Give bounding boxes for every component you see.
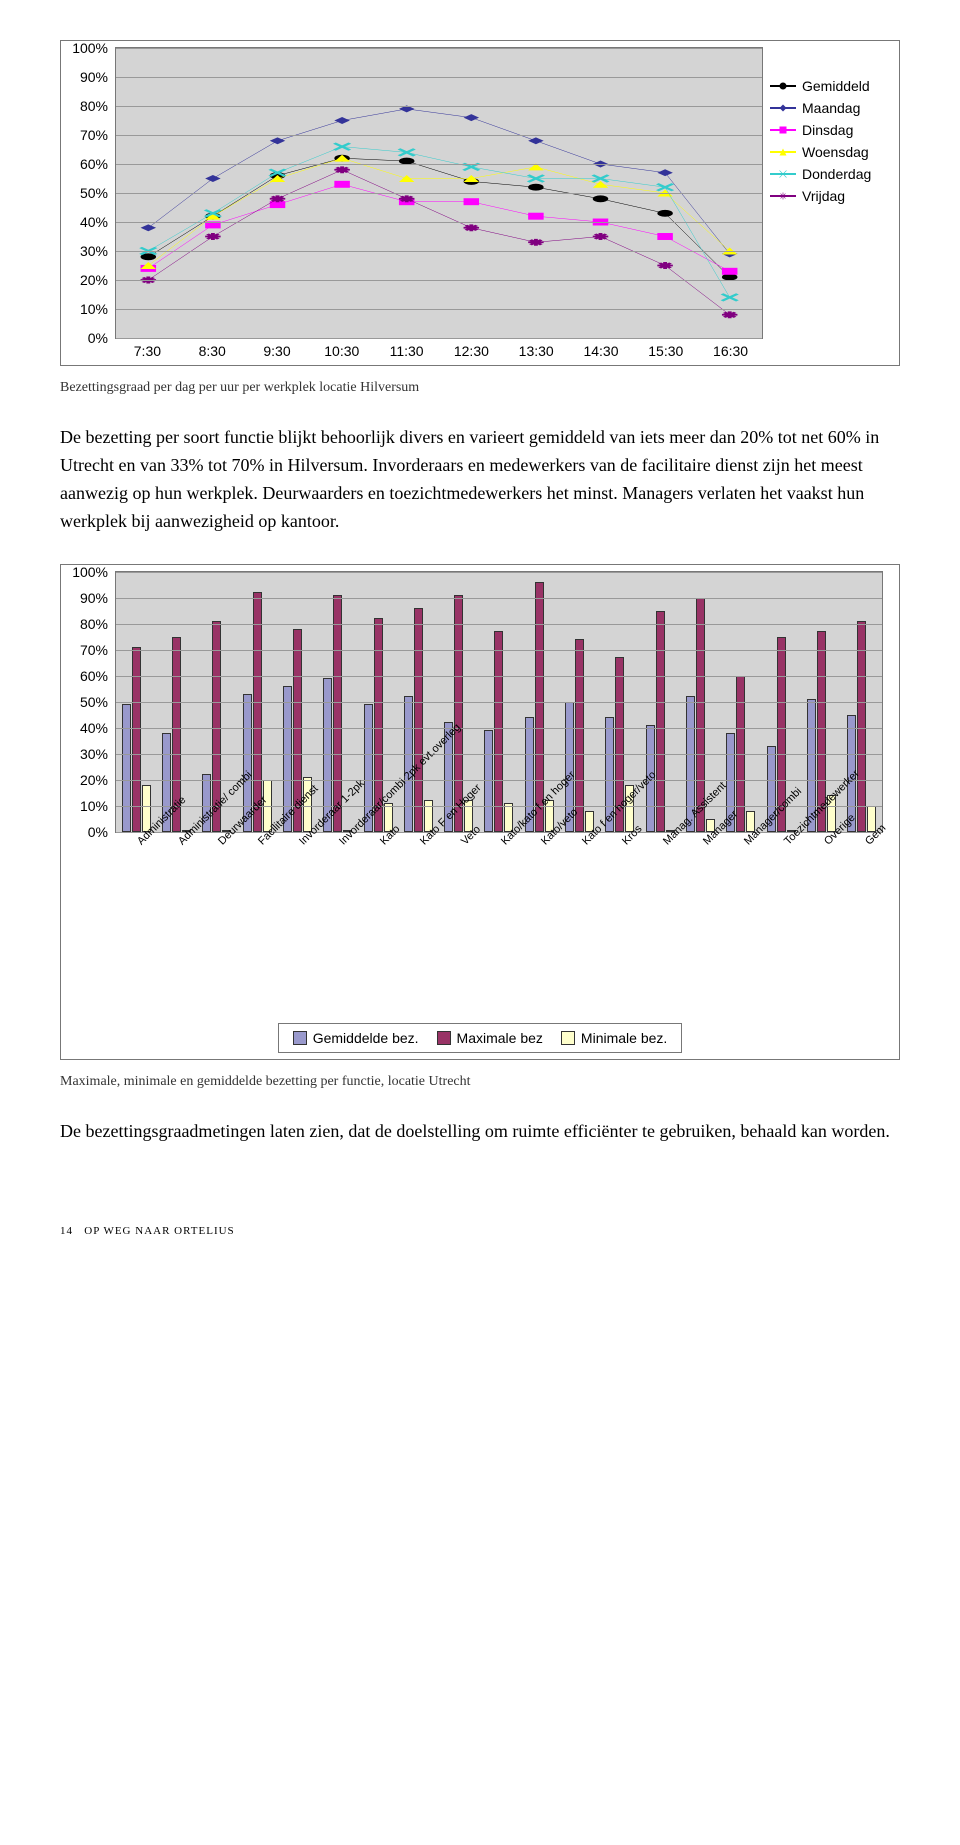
y-axis-label: 0% bbox=[88, 330, 108, 346]
legend-item: Minimale bez. bbox=[561, 1030, 667, 1046]
y-axis-label: 0% bbox=[88, 824, 108, 840]
line-chart-legend: Gemiddeld Maandag Dinsdag Woensdag Donderdag… bbox=[770, 78, 888, 210]
bar-chart-container: 0% 10% 20% 30% 40% 50% 60% 70% 80% 90% 100% Admini… bbox=[60, 564, 900, 1060]
bar-gem bbox=[484, 730, 493, 831]
x-axis-label: 7:30 bbox=[115, 339, 180, 359]
y-axis-label: 50% bbox=[80, 185, 108, 201]
y-axis-label: 100% bbox=[72, 40, 108, 56]
line-chart-x-axis: 7:308:309:3010:3011:3012:3013:3014:3015:… bbox=[115, 339, 763, 359]
y-axis-label: 80% bbox=[80, 616, 108, 632]
y-axis-label: 10% bbox=[80, 301, 108, 317]
line-chart-plot: 0%10%20%30%40%50%60%70%80%90%100% Gemidd… bbox=[115, 47, 763, 339]
legend-item: Vrijdag bbox=[770, 188, 888, 204]
y-axis-label: 70% bbox=[80, 642, 108, 658]
y-axis-label: 60% bbox=[80, 668, 108, 684]
x-axis-label: 11:30 bbox=[374, 339, 439, 359]
x-axis-label: 10:30 bbox=[309, 339, 374, 359]
bar-max bbox=[494, 631, 503, 831]
legend-item: Maandag bbox=[770, 100, 888, 116]
bar-max bbox=[857, 621, 866, 832]
x-axis-label: 9:30 bbox=[245, 339, 310, 359]
bar-chart-x-axis: AdministratieAdministratie/ combiDeurwaa… bbox=[115, 833, 883, 1013]
legend-item: Donderdag bbox=[770, 166, 888, 182]
page-number: 14 bbox=[60, 1225, 73, 1237]
y-axis-label: 90% bbox=[80, 69, 108, 85]
bar-chart-caption: Maximale, minimale en gemiddelde bezetti… bbox=[60, 1074, 900, 1090]
y-axis-label: 70% bbox=[80, 127, 108, 143]
y-axis-label: 20% bbox=[80, 772, 108, 788]
x-axis-label: 16:30 bbox=[698, 339, 763, 359]
legend-item: Gemiddelde bez. bbox=[293, 1030, 419, 1046]
body-paragraph-2: De bezettingsgraadmetingen laten zien, d… bbox=[60, 1118, 900, 1146]
y-axis-label: 80% bbox=[80, 98, 108, 114]
legend-item: Maximale bez bbox=[437, 1030, 543, 1046]
x-axis-label: 15:30 bbox=[633, 339, 698, 359]
bar-gem bbox=[122, 704, 131, 831]
page-footer: 14 OP WEG NAAR ORTELIUS bbox=[60, 1225, 900, 1237]
y-axis-label: 60% bbox=[80, 156, 108, 172]
x-axis-label: 12:30 bbox=[439, 339, 504, 359]
bar-chart-legend: Gemiddelde bez. Maximale bez Minimale bez. bbox=[278, 1023, 683, 1053]
line-chart-caption: Bezettingsgraad per dag per uur per werk… bbox=[60, 380, 900, 396]
bar-max bbox=[414, 608, 423, 832]
legend-item: Woensdag bbox=[770, 144, 888, 160]
bar-max bbox=[575, 639, 584, 831]
y-axis-label: 100% bbox=[72, 564, 108, 580]
y-axis-label: 30% bbox=[80, 746, 108, 762]
body-paragraph-1: De bezetting per soort functie blijkt be… bbox=[60, 424, 900, 536]
bar-max bbox=[656, 611, 665, 832]
footer-title: OP WEG NAAR ORTELIUS bbox=[84, 1225, 234, 1237]
y-axis-label: 90% bbox=[80, 590, 108, 606]
x-axis-label: 14:30 bbox=[569, 339, 634, 359]
y-axis-label: 40% bbox=[80, 720, 108, 736]
x-axis-label: 13:30 bbox=[504, 339, 569, 359]
y-axis-label: 30% bbox=[80, 243, 108, 259]
line-chart-container: 0% 10% 20% 30% 40% 50% 60% 70% 80% 90% 100% Gemidd… bbox=[60, 40, 900, 366]
y-axis-label: 20% bbox=[80, 272, 108, 288]
x-axis-label: 8:30 bbox=[180, 339, 245, 359]
y-axis-label: 40% bbox=[80, 214, 108, 230]
legend-item: Dinsdag bbox=[770, 122, 888, 138]
legend-item: Gemiddeld bbox=[770, 78, 888, 94]
y-axis-label: 10% bbox=[80, 798, 108, 814]
y-axis-label: 50% bbox=[80, 694, 108, 710]
